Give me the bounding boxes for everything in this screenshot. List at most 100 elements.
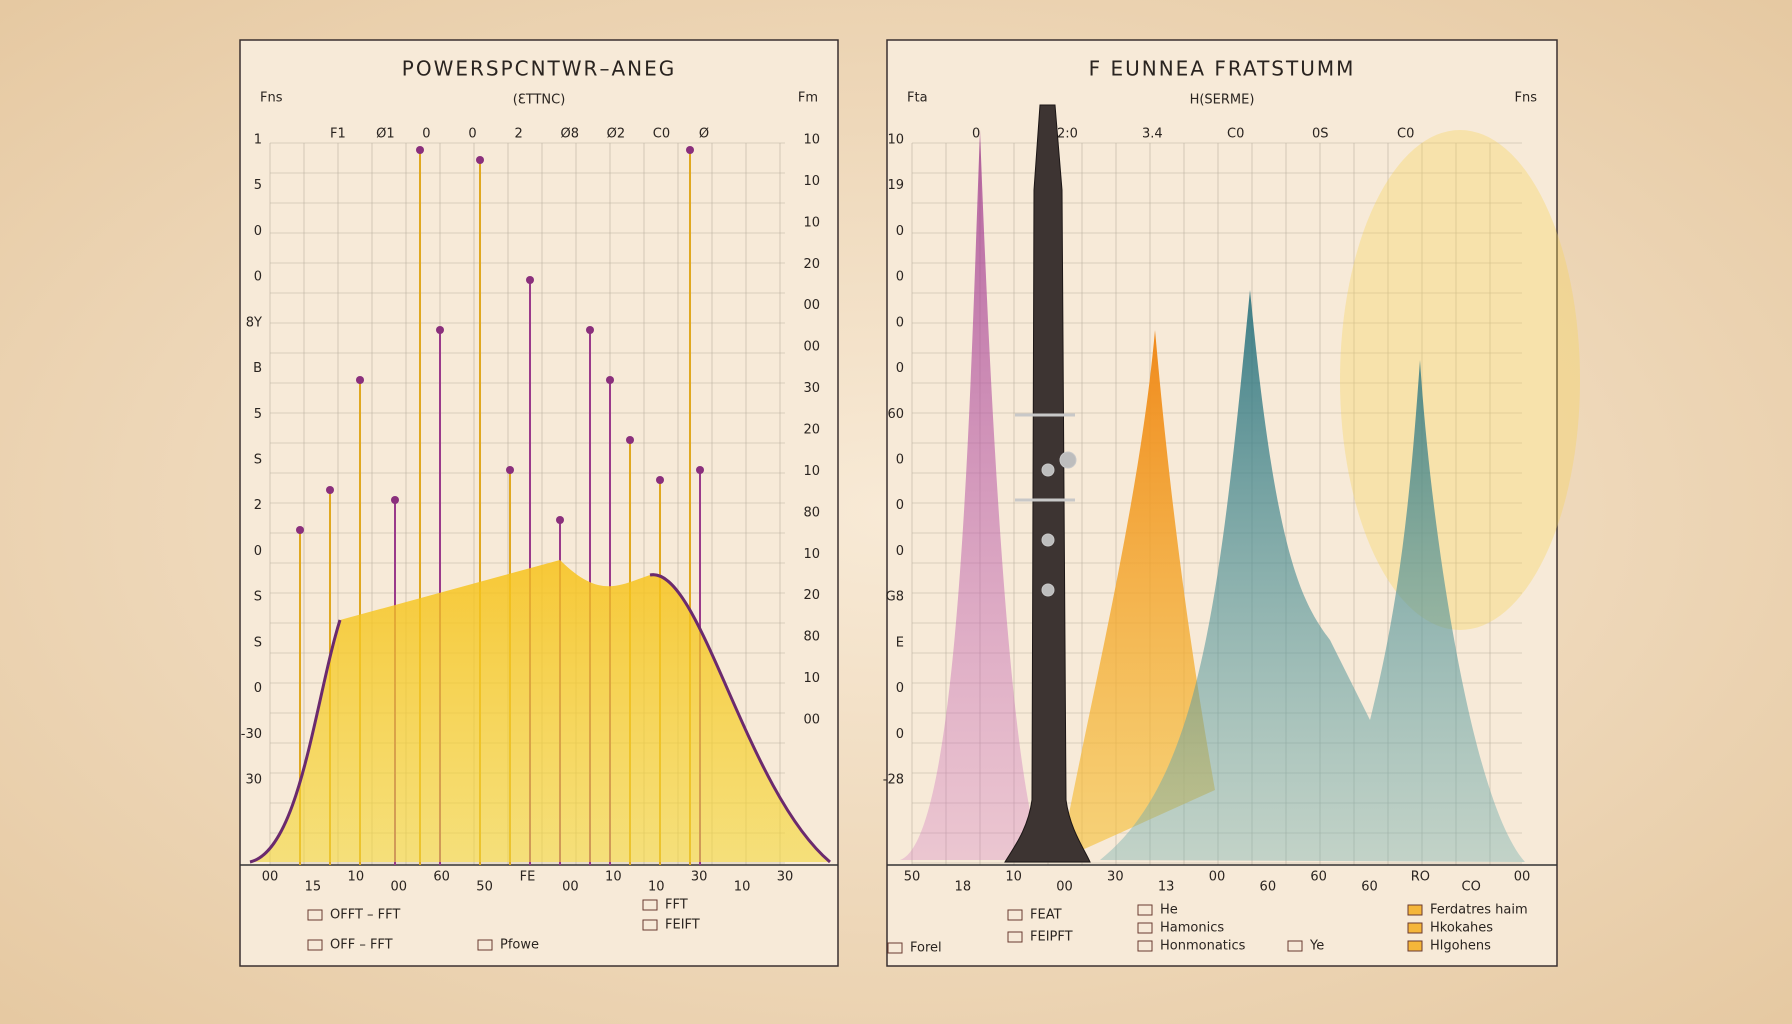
y-label: 60 xyxy=(887,407,904,422)
y-label: -30 xyxy=(241,727,262,742)
legend-swatch xyxy=(1407,922,1423,934)
x-label: 60 xyxy=(1310,870,1327,885)
corner-label: Fta xyxy=(907,91,928,106)
y-label: S xyxy=(254,453,262,468)
stem-tip xyxy=(476,156,484,164)
y-label: 30 xyxy=(803,381,820,396)
y-label: -28 xyxy=(883,773,904,788)
y-label: 80 xyxy=(803,505,820,520)
y-label: 0 xyxy=(896,681,904,696)
x-label: 10 xyxy=(648,880,665,895)
y-label: B xyxy=(253,361,262,376)
y-label: 0 xyxy=(254,224,262,239)
legend-label: OFF – FFT xyxy=(330,938,393,953)
x-label: 60 xyxy=(433,870,450,885)
top-label: Ø2 xyxy=(607,127,626,142)
legend-swatch xyxy=(887,942,903,954)
stem-tip xyxy=(626,436,634,444)
x-label: 00 xyxy=(562,880,579,895)
stem-tip xyxy=(326,486,334,494)
x-label: 60 xyxy=(1260,880,1277,895)
legend-label: Forel xyxy=(910,941,942,956)
x-label: 18 xyxy=(955,880,972,895)
y-label: 10 xyxy=(803,547,820,562)
x-label: 00 xyxy=(262,870,279,885)
y-label: 30 xyxy=(245,773,262,788)
top-label: 0S xyxy=(1312,127,1329,142)
panel-title: F EUNNEA FRATSTUMM xyxy=(1089,57,1356,81)
top-label: 0 xyxy=(422,127,430,142)
y-label: 10 xyxy=(803,174,820,189)
y-label: 5 xyxy=(254,407,262,422)
stem-tip xyxy=(556,516,564,524)
legend-swatch xyxy=(1287,940,1303,952)
y-label: 10 xyxy=(887,133,904,148)
top-label: 0 xyxy=(972,127,980,142)
legend-swatch xyxy=(307,939,323,951)
top-label: F1 xyxy=(330,127,346,142)
spectrum-area xyxy=(250,560,830,862)
y-label: 0 xyxy=(896,544,904,559)
stem-tip xyxy=(506,466,514,474)
x-label: 50 xyxy=(904,870,921,885)
legend-label: FEIFT xyxy=(665,918,700,933)
corner-label: Fns xyxy=(1515,91,1538,106)
top-label: 2:0 xyxy=(1057,127,1078,142)
spectrum-edge xyxy=(249,573,831,864)
legend-swatch xyxy=(1137,940,1153,952)
spectrum-peak xyxy=(1060,330,1215,860)
x-label: 00 xyxy=(390,880,407,895)
y-label: 1 xyxy=(254,133,262,148)
x-label: 15 xyxy=(305,880,322,895)
y-label: 20 xyxy=(803,257,820,272)
legend-label: FEIPFT xyxy=(1030,930,1073,945)
x-label: 30 xyxy=(691,870,708,885)
y-label: 0 xyxy=(254,544,262,559)
x-label: 30 xyxy=(777,870,794,885)
x-label: 13 xyxy=(1158,880,1175,895)
stem-tip xyxy=(686,146,694,154)
top-label: 3.4 xyxy=(1142,127,1163,142)
y-label: 0 xyxy=(896,498,904,513)
x-label: 00 xyxy=(1056,880,1073,895)
y-label: 20 xyxy=(803,423,820,438)
stem-tip xyxy=(656,476,664,484)
stem-tip xyxy=(586,326,594,334)
y-label: 00 xyxy=(803,713,820,728)
legend-swatch xyxy=(1007,909,1023,921)
panel-subtitle: (ƐTTNC) xyxy=(513,93,566,108)
legend-swatch xyxy=(477,939,493,951)
y-label: 20 xyxy=(803,588,820,603)
top-label: Ø8 xyxy=(561,127,580,142)
y-label: G8 xyxy=(886,590,904,605)
corner-label: Fns xyxy=(260,91,283,106)
stem-tip xyxy=(436,326,444,334)
key xyxy=(1059,451,1077,469)
top-label: C0 xyxy=(1227,127,1244,142)
y-label: 10 xyxy=(803,671,820,686)
legend-swatch xyxy=(642,899,658,911)
legend-label: He xyxy=(1160,903,1178,918)
stem-tip xyxy=(606,376,614,384)
top-label: C0 xyxy=(653,127,670,142)
clarinet xyxy=(1004,104,1091,863)
clarinet-keys xyxy=(1015,413,1077,597)
y-label: 10 xyxy=(803,215,820,230)
x-label: 10 xyxy=(348,870,365,885)
y-label: 0 xyxy=(254,270,262,285)
stem-tip xyxy=(696,466,704,474)
y-label: S xyxy=(254,635,262,650)
y-label: 0 xyxy=(896,361,904,376)
y-label: E xyxy=(896,635,904,650)
y-label: 0 xyxy=(254,681,262,696)
x-label: 10 xyxy=(605,870,622,885)
y-label: 00 xyxy=(803,340,820,355)
panel-title: POWERSPCNTWR–ANEG xyxy=(402,57,676,81)
y-label: S xyxy=(254,590,262,605)
legend-label: FFT xyxy=(665,898,688,913)
corner-label: Fm xyxy=(798,91,818,106)
legend-label: Hlgohens xyxy=(1430,939,1491,954)
legend-swatch xyxy=(1407,904,1423,916)
